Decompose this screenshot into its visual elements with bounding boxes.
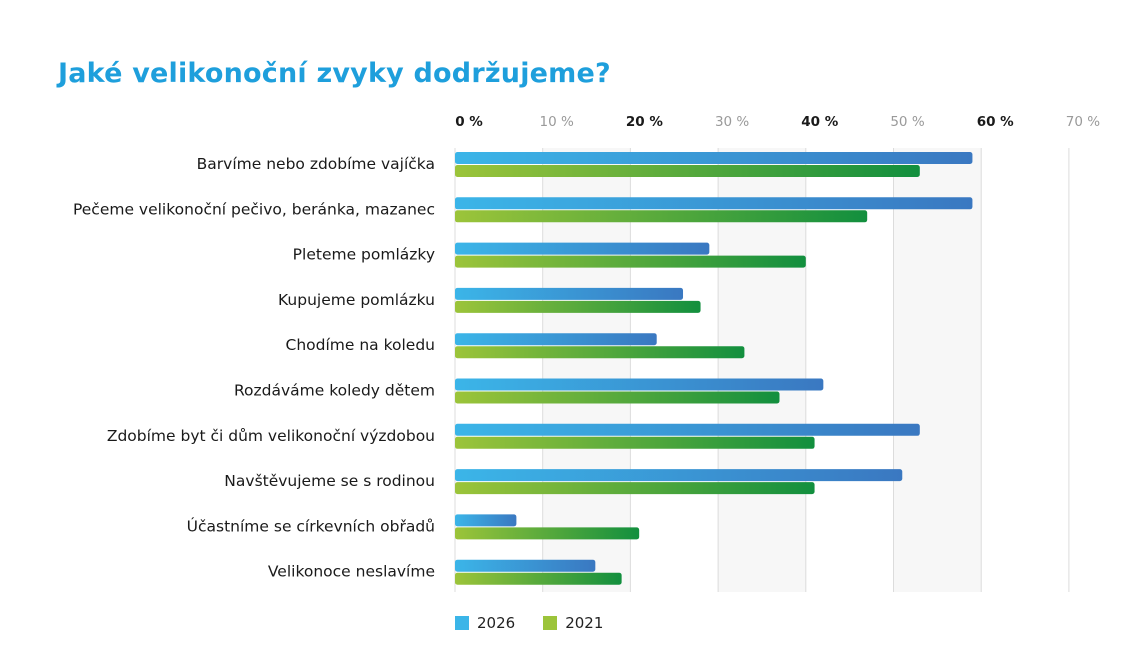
x-tick-label: 50 % xyxy=(890,114,924,130)
bar-2026-3 xyxy=(455,287,684,300)
category-label: Kupujeme pomlázku xyxy=(278,291,435,309)
legend-item-2021: 2021 xyxy=(543,614,603,632)
legend: 2026 2021 xyxy=(455,614,631,632)
bar-2021-1 xyxy=(455,210,868,223)
bar-2021-3 xyxy=(455,300,701,313)
bar-2026-6 xyxy=(455,423,920,436)
chart-title: Jaké velikonoční zvyky dodržujeme? xyxy=(58,58,611,89)
category-label: Zdobíme byt či dům velikonoční výzdobou xyxy=(107,427,435,445)
bar-2021-0 xyxy=(455,165,920,177)
legend-item-2026: 2026 xyxy=(455,614,515,632)
bar-2021-9 xyxy=(455,572,622,585)
category-label: Pleteme pomlázky xyxy=(293,246,435,264)
legend-swatch-2021 xyxy=(543,616,558,630)
bar-2026-1 xyxy=(455,197,973,210)
bar-2026-7 xyxy=(455,469,903,482)
legend-label-2021: 2021 xyxy=(565,614,604,632)
bar-2021-8 xyxy=(455,527,640,540)
category-label: Rozdáváme koledy dětem xyxy=(234,382,435,400)
x-tick-label: 10 % xyxy=(540,114,574,130)
x-tick-label: 30 % xyxy=(715,114,749,130)
category-label: Barvíme nebo zdobíme vajíčka xyxy=(197,155,435,173)
bar-2021-7 xyxy=(455,482,815,495)
bar-2021-5 xyxy=(455,391,780,404)
x-tick-label: 20 % xyxy=(626,114,663,130)
bar-2026-4 xyxy=(455,333,657,346)
category-label: Chodíme na koledu xyxy=(286,336,436,354)
bar-2021-6 xyxy=(455,436,815,449)
plot-band xyxy=(893,148,982,592)
bar-2021-2 xyxy=(455,255,806,268)
bar-2021-4 xyxy=(455,346,745,359)
bar-2026-2 xyxy=(455,242,710,255)
legend-swatch-2026 xyxy=(455,616,469,630)
bar-2026-9 xyxy=(455,559,596,572)
x-tick-label: 70 % xyxy=(1066,114,1100,130)
x-tick-label: 40 % xyxy=(801,114,838,130)
x-tick-label: 60 % xyxy=(977,114,1014,130)
bar-2026-5 xyxy=(455,378,824,391)
legend-label-2026: 2026 xyxy=(477,614,516,632)
category-label: Velikonoce neslavíme xyxy=(268,563,435,581)
category-label: Pečeme velikonoční pečivo, beránka, maza… xyxy=(73,200,435,218)
category-label: Účastníme se církevních obřadů xyxy=(187,516,435,535)
x-tick-label: 0 % xyxy=(455,114,483,130)
bar-2026-0 xyxy=(455,152,973,164)
bar-2026-8 xyxy=(455,514,517,527)
category-label: Navštěvujeme se s rodinou xyxy=(224,472,435,490)
